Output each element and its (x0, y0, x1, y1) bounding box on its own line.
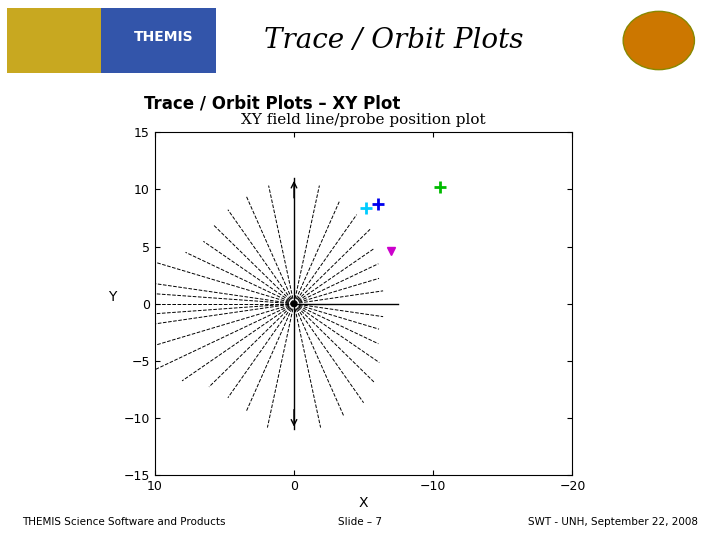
Bar (7, 8, 101, 73)
Text: Trace / Orbit Plots: Trace / Orbit Plots (264, 27, 524, 54)
Title: XY field line/probe position plot: XY field line/probe position plot (241, 113, 486, 127)
Text: Trace / Orbit Plots – XY Plot: Trace / Orbit Plots – XY Plot (144, 94, 400, 112)
Text: SWT - UNH, September 22, 2008: SWT - UNH, September 22, 2008 (528, 517, 698, 526)
Bar (101, 8, 216, 73)
Text: THEMIS Science Software and Products: THEMIS Science Software and Products (22, 517, 225, 526)
Circle shape (623, 11, 694, 70)
X-axis label: X: X (359, 496, 369, 510)
Text: THEMIS: THEMIS (134, 30, 194, 44)
Y-axis label: Y: Y (108, 290, 117, 303)
Text: Slide – 7: Slide – 7 (338, 517, 382, 526)
